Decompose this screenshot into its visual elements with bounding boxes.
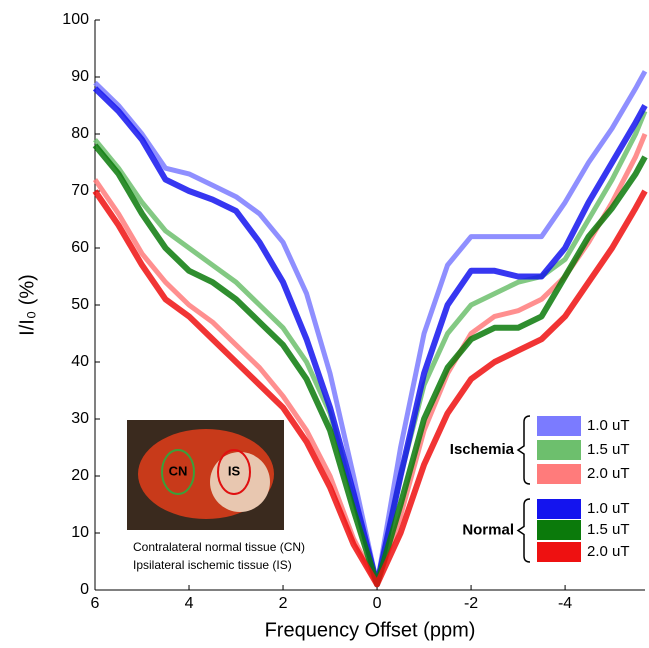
series-line (92, 189, 648, 588)
legend-swatch (537, 542, 581, 562)
y-tick-label: 60 (71, 239, 89, 256)
y-tick-label: 10 (71, 524, 89, 541)
y-tick-label: 30 (71, 410, 89, 427)
y-tick-label: 50 (71, 296, 89, 313)
legend-label: 1.5 uT (587, 521, 630, 538)
infarct (210, 452, 270, 512)
roi-label: CN (169, 463, 188, 478)
y-tick-label: 40 (71, 353, 89, 370)
legend-label: 2.0 uT (587, 465, 630, 482)
legend-swatch (537, 416, 581, 436)
x-tick-label: 0 (373, 595, 382, 612)
y-tick-label: 100 (62, 11, 89, 28)
legend: 1.0 uT 1.5 uT 2.0 uT 1.0 uT 1.5 uT 2.0 uT Isch… (450, 415, 630, 563)
cn-roi (161, 449, 195, 495)
legend-label: 1.5 uT (587, 441, 630, 458)
inset-caption: Contralateral normal tissue (CN) (133, 540, 305, 554)
x-axis-label: Frequency Offset (ppm) (265, 619, 476, 641)
is-roi (217, 449, 251, 495)
legend-group-label: Normal (462, 521, 514, 538)
legend-swatch (537, 520, 581, 540)
legend-bracket (516, 415, 531, 485)
inset-caption: Ipsilateral ischemic tissue (IS) (133, 558, 292, 572)
x-tick-label: 4 (185, 595, 194, 612)
y-tick-label: 80 (71, 125, 89, 142)
legend-group-label: Ischemia (450, 441, 515, 458)
legend-label: 1.0 uT (587, 417, 630, 434)
legend-swatch (537, 464, 581, 484)
y-tick-label: 20 (71, 467, 89, 484)
x-tick-label: -2 (464, 595, 478, 612)
roi-label: IS (228, 463, 241, 478)
legend-label: 2.0 uT (587, 543, 630, 560)
inset: CN IS Contralateral normal tissue (CN) I… (127, 420, 305, 572)
legend-bracket (516, 498, 531, 563)
y-tick-label: 90 (71, 68, 89, 85)
y-tick-label: 0 (80, 581, 89, 598)
y-axis-label: I/I₀ (%) (16, 274, 38, 336)
legend-swatch (537, 499, 581, 519)
x-tick-label: -4 (558, 595, 572, 612)
legend-swatch (537, 440, 581, 460)
x-tick-label: 6 (91, 595, 100, 612)
x-tick-label: 2 (279, 595, 288, 612)
y-tick-label: 70 (71, 182, 89, 199)
legend-label: 1.0 uT (587, 500, 630, 517)
